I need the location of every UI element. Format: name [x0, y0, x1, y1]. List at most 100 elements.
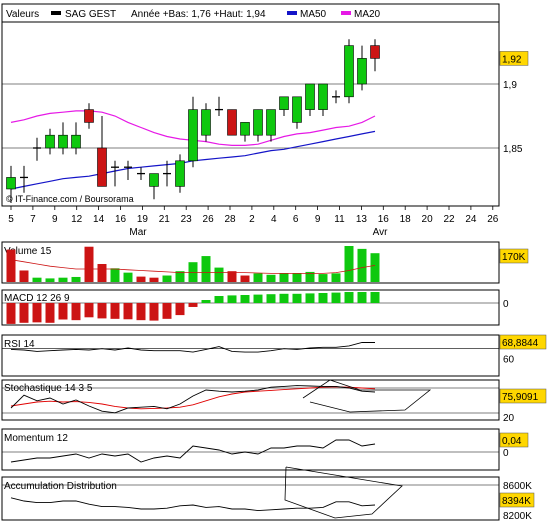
- volume-bar: [123, 272, 133, 282]
- volume-ma-line: [10, 259, 376, 274]
- price-ytick-1-9: 1,9: [503, 80, 517, 91]
- macd-bar: [253, 294, 263, 303]
- header-bar: Valeurs SAG GEST Année +Bas: 1,76 +Haut:…: [1, 3, 500, 23]
- volume-bar: [305, 271, 315, 282]
- accumulation-panel: [1, 476, 500, 521]
- x-tick-label: 5: [8, 214, 14, 225]
- macd-bar: [240, 295, 250, 303]
- x-tick-label: 11: [334, 214, 345, 225]
- ma50-legend-swatch: [287, 11, 297, 15]
- volume-bar: [331, 273, 341, 282]
- macd-bar: [71, 303, 81, 321]
- volume-bar: [19, 270, 29, 282]
- macd-bar: [227, 295, 237, 303]
- x-tick-label: 28: [224, 214, 236, 225]
- candle-body: [305, 83, 315, 110]
- volume-bar: [279, 273, 289, 282]
- ma20-legend-label: MA20: [354, 9, 381, 20]
- macd-bar: [149, 303, 159, 321]
- volume-bar: [188, 262, 198, 282]
- stochastic-panel: [1, 379, 500, 421]
- x-tick-label: 18: [400, 214, 412, 225]
- volume-bar: [266, 274, 276, 282]
- x-tick-label: 4: [271, 214, 277, 225]
- x-tick-label: 21: [159, 214, 171, 225]
- x-tick-label: 6: [293, 214, 299, 225]
- volume-bar: [110, 268, 120, 282]
- volume-bar: [227, 271, 237, 282]
- stochastic-last-value: 75,9091: [502, 392, 539, 403]
- macd-bar: [19, 303, 29, 323]
- macd-bar: [32, 303, 42, 323]
- candle-body: [97, 147, 107, 187]
- x-tick-label: 9: [52, 214, 58, 225]
- source-note: © IT-Finance.com / Boursorama: [6, 194, 134, 204]
- candle-body: [227, 109, 237, 136]
- candle-body: [201, 109, 211, 136]
- macd-bar: [357, 292, 367, 303]
- candle-body: [175, 160, 185, 187]
- price-panel: [1, 21, 500, 207]
- macd-bar: [188, 303, 198, 307]
- macd-bar: [6, 303, 16, 324]
- volume-bar: [201, 256, 211, 282]
- macd-bar: [318, 293, 328, 303]
- macd-bar: [292, 293, 302, 303]
- valeurs-label[interactable]: Valeurs: [6, 9, 39, 20]
- candle-body: [279, 96, 289, 110]
- accumulation-ytick-8200: 8200K: [503, 511, 532, 522]
- volume-title: Volume 15: [4, 246, 52, 257]
- candle-body: [71, 134, 81, 149]
- accumulation-last-value: 8394K: [502, 496, 531, 507]
- candle-body: [266, 109, 276, 136]
- macd-bar: [45, 303, 55, 323]
- macd-bar: [97, 303, 107, 319]
- candle-body: [6, 177, 16, 190]
- macd-bar: [279, 293, 289, 303]
- momentum-ytick-0: 0: [503, 448, 509, 459]
- macd-bar: [84, 303, 94, 318]
- x-tick-label: 12: [71, 214, 83, 225]
- x-tick-label: 20: [422, 214, 434, 225]
- volume-bar: [162, 275, 172, 282]
- candle-body: [58, 134, 68, 149]
- macd-ytick-0: 0: [503, 299, 509, 310]
- candle-body: [240, 122, 250, 136]
- candle-body: [84, 109, 94, 123]
- volume-bar: [149, 277, 159, 282]
- stochastic-k-line: [10, 385, 376, 414]
- momentum-last-value: 0,04: [502, 436, 522, 447]
- x-tick-label: 13: [356, 214, 368, 225]
- x-tick-label: 14: [93, 214, 105, 225]
- stock-legend-swatch: [51, 11, 61, 15]
- volume-bar: [136, 276, 146, 282]
- candle-body: [318, 83, 328, 110]
- price-last-value: 1,92: [502, 54, 522, 65]
- candle-body: [357, 58, 367, 85]
- macd-bar: [162, 303, 172, 319]
- candle-body: [45, 134, 55, 149]
- chart-panels: 1,9 1,85 1,92 © IT-Finance.com / Boursorama…: [1, 21, 547, 522]
- candle-body: [149, 173, 159, 187]
- rsi-panel: [1, 334, 500, 377]
- x-tick-label: 9: [315, 214, 321, 225]
- candle-body: [253, 109, 263, 136]
- candle-body: [188, 109, 198, 162]
- macd-bar: [370, 292, 380, 303]
- x-tick-label: 2: [249, 214, 255, 225]
- rsi-line: [10, 342, 375, 353]
- volume-bar: [357, 248, 367, 282]
- month-label-mar: Mar: [129, 227, 147, 238]
- candle-body: [292, 96, 302, 123]
- x-tick-label: 23: [181, 214, 193, 225]
- ma20-legend-swatch: [341, 11, 351, 15]
- x-tick-label: 16: [378, 214, 390, 225]
- volume-panel: [1, 241, 500, 284]
- volume-bar: [6, 249, 16, 282]
- volume-bar: [58, 277, 68, 282]
- stock-name: SAG GEST: [65, 9, 116, 20]
- stochastic-ytick-20: 20: [503, 413, 515, 424]
- macd-bar: [123, 303, 133, 320]
- volume-bar: [292, 273, 302, 282]
